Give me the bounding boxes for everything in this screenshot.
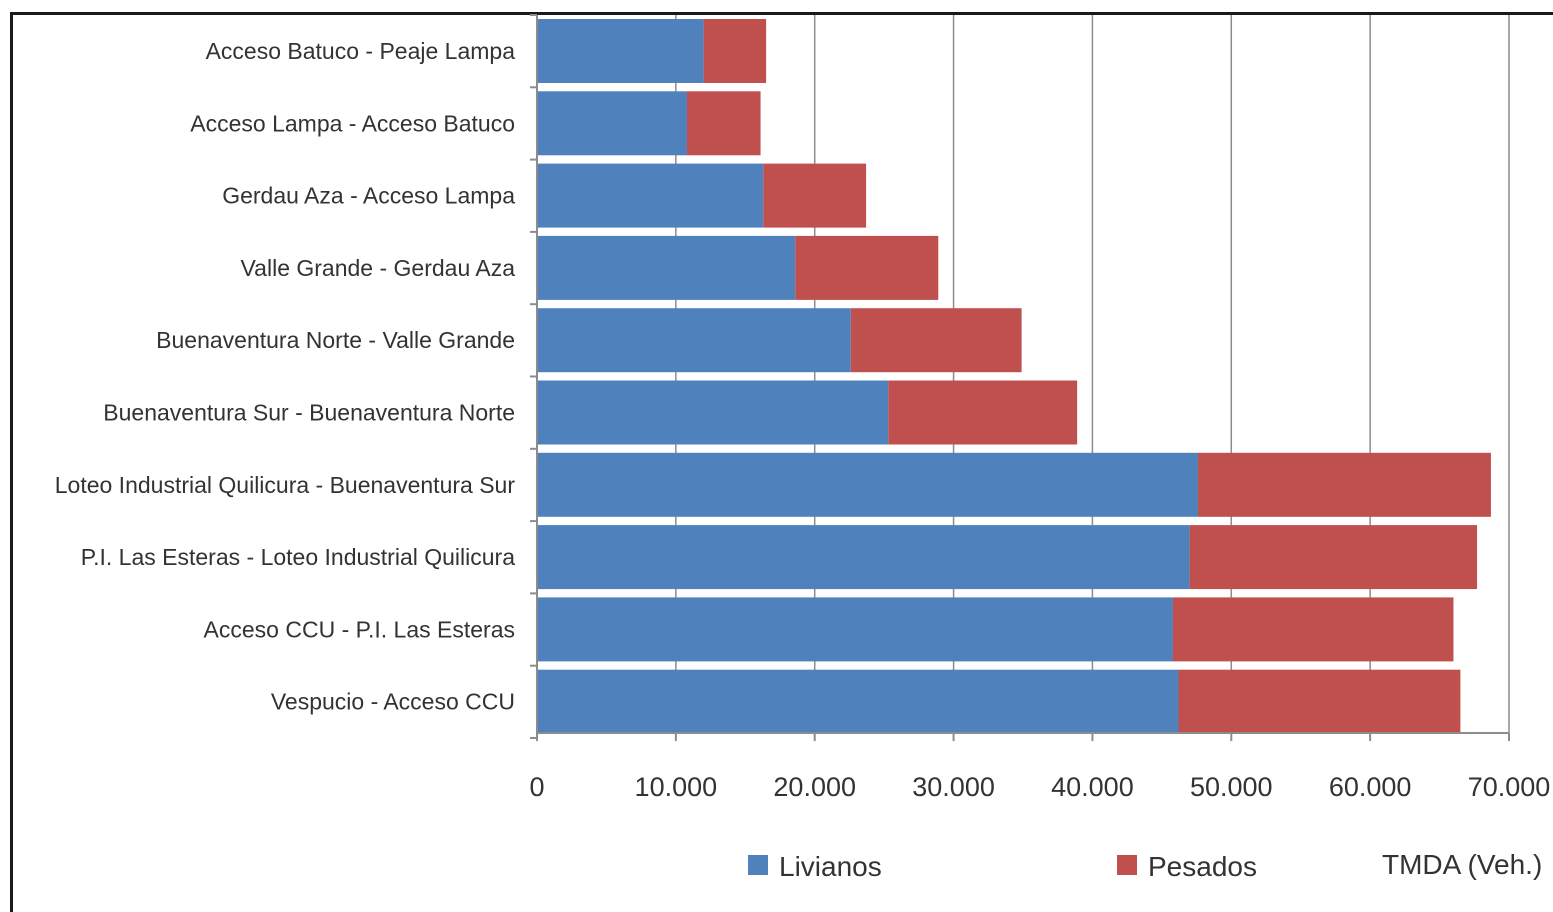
- category-label-vespucio-acceso-ccu: Vespucio - Acceso CCU: [271, 689, 515, 715]
- bar-pesados-acceso-batuco-peaje-lampa: [703, 19, 767, 83]
- x-tick-label-20000: 20.000: [773, 772, 856, 802]
- axes: [530, 14, 1510, 741]
- category-label-p-i-las-esteras-loteo-industrial-quilicura: P.I. Las Esteras - Loteo Industrial Quil…: [81, 544, 515, 570]
- bar-pesados-loteo-industrial-quilicura-buenaventura-sur: [1197, 452, 1491, 517]
- x-tick-label-10000: 10.000: [635, 772, 718, 802]
- chart-frame: [10, 12, 1553, 912]
- legend-label-pesados: Pesados: [1148, 851, 1257, 880]
- bar-livianos-vespucio-acceso-ccu: [537, 669, 1179, 734]
- x-tick-label-60000: 60.000: [1329, 772, 1412, 802]
- bar-pesados-valle-grande-gerdau-aza: [795, 235, 939, 300]
- bar-pesados-acceso-lampa-acceso-batuco: [686, 91, 761, 156]
- bar-livianos-gerdau-aza-acceso-lampa: [537, 163, 764, 228]
- category-label-buenaventura-norte-valle-grande: Buenaventura Norte - Valle Grande: [156, 327, 515, 353]
- x-tick-label-0: 0: [529, 772, 544, 802]
- bars: [537, 19, 1491, 734]
- category-label-buenaventura-sur-buenaventura-norte: Buenaventura Sur - Buenaventura Norte: [103, 400, 515, 426]
- category-label-gerdau-aza-acceso-lampa: Gerdau Aza - Acceso Lampa: [222, 183, 515, 209]
- tick-labels: 0 10.000 20.000 30.000 40.000 50.000 60.000 70.…: [529, 772, 1550, 802]
- category-label-acceso-lampa-acceso-batuco: Acceso Lampa - Acceso Batuco: [190, 110, 515, 136]
- bar-pesados-p-i-las-esteras-loteo-industrial-quilicura: [1189, 525, 1478, 590]
- bar-pesados-gerdau-aza-acceso-lampa: [763, 163, 867, 228]
- category-labels: Acceso Batuco - Peaje Lampa Acceso Lampa …: [55, 38, 516, 715]
- category-label-acceso-batuco-peaje-lampa: Acceso Batuco - Peaje Lampa: [206, 38, 516, 64]
- bar-pesados-buenaventura-norte-valle-grande: [850, 308, 1022, 373]
- bar-pesados-vespucio-acceso-ccu: [1178, 669, 1461, 734]
- x-tick-label-50000: 50.000: [1190, 772, 1273, 802]
- bar-livianos-valle-grande-gerdau-aza: [537, 235, 796, 300]
- category-label-loteo-industrial-quilicura-buenaventura-sur: Loteo Industrial Quilicura - Buenaventur…: [55, 472, 516, 498]
- legend: Livianos Pesados: [748, 851, 1257, 880]
- x-axis-unit-label: TMDA (Veh.): [1382, 849, 1542, 880]
- legend-label-livianos: Livianos: [779, 851, 882, 880]
- x-tick-label-70000: 70.000: [1468, 772, 1551, 802]
- x-tick-label-30000: 30.000: [912, 772, 995, 802]
- bar-livianos-loteo-industrial-quilicura-buenaventura-sur: [537, 452, 1198, 517]
- bar-pesados-buenaventura-sur-buenaventura-norte: [888, 380, 1078, 445]
- category-label-acceso-ccu-p-i-las-esteras: Acceso CCU - P.I. Las Esteras: [204, 616, 515, 642]
- x-tick-label-40000: 40.000: [1051, 772, 1134, 802]
- bar-livianos-acceso-batuco-peaje-lampa: [537, 19, 704, 83]
- bar-livianos-p-i-las-esteras-loteo-industrial-quilicura: [537, 525, 1190, 590]
- legend-swatch-pesados: [1117, 855, 1137, 875]
- legend-swatch-livianos: [748, 855, 768, 875]
- category-label-valle-grande-gerdau-aza: Valle Grande - Gerdau Aza: [241, 255, 516, 281]
- bar-livianos-acceso-ccu-p-i-las-esteras: [537, 597, 1173, 662]
- bar-livianos-acceso-lampa-acceso-batuco: [537, 91, 687, 156]
- stacked-bar-chart: Acceso Batuco - Peaje Lampa Acceso Lampa …: [55, 14, 1550, 880]
- bar-pesados-acceso-ccu-p-i-las-esteras: [1172, 597, 1454, 662]
- bar-livianos-buenaventura-sur-buenaventura-norte: [537, 380, 889, 445]
- bar-livianos-buenaventura-norte-valle-grande: [537, 308, 851, 373]
